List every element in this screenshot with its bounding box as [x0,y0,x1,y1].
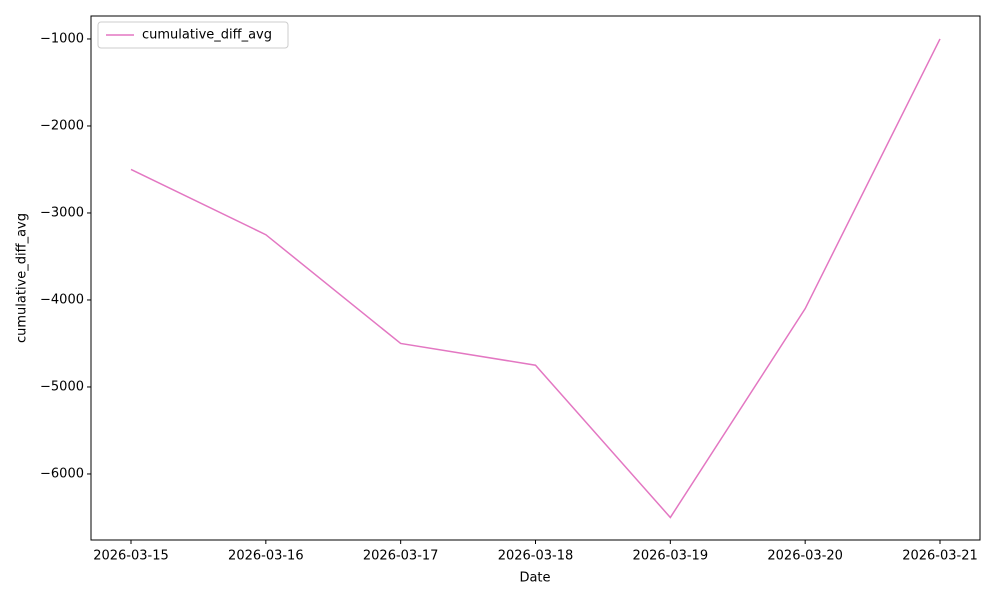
x-tick-label: 2026-03-18 [498,549,574,564]
y-tick-label: −2000 [40,118,84,133]
x-tick-label: 2026-03-20 [767,549,843,564]
y-axis-label: cumulative_diff_avg [15,213,30,343]
legend-label: cumulative_diff_avg [142,28,272,43]
x-tick-label: 2026-03-21 [902,549,978,564]
legend: cumulative_diff_avg [97,21,289,49]
x-axis-label: Date [519,571,550,586]
x-tick-label: 2026-03-15 [93,549,169,564]
y-tick-label: −6000 [40,466,84,481]
line [130,38,941,519]
y-tick-label: −4000 [40,292,84,307]
plot-frame [90,15,981,541]
x-tick-label: 2026-03-16 [228,549,304,564]
y-tick-label: −5000 [40,379,84,394]
x-tick-label: 2026-03-17 [363,549,439,564]
y-tick-label: −1000 [40,31,84,46]
y-tick-label: −3000 [40,205,84,220]
x-tick-label: 2026-03-19 [633,549,709,564]
legend-frame [97,21,289,49]
